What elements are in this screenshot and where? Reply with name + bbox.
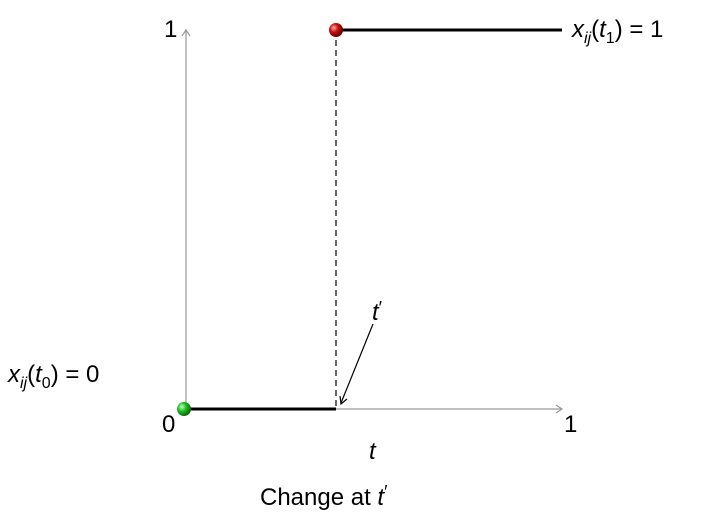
start-state-marker xyxy=(177,402,191,416)
diagram-caption: Change at t′ xyxy=(260,482,388,511)
x-axis-end-label: 1 xyxy=(564,411,577,438)
end-state-label: xij(t1) = 1 xyxy=(571,16,663,47)
change-time-label: t′ xyxy=(372,298,383,326)
change-pointer-arrow xyxy=(339,323,374,406)
x-axis-variable-label: t xyxy=(369,438,377,465)
end-state-marker xyxy=(329,23,343,37)
y-axis xyxy=(181,28,191,409)
y-axis-top-label: 1 xyxy=(164,16,177,43)
origin-label: 0 xyxy=(162,411,175,438)
start-state-label: xij(t0) = 0 xyxy=(7,361,99,392)
